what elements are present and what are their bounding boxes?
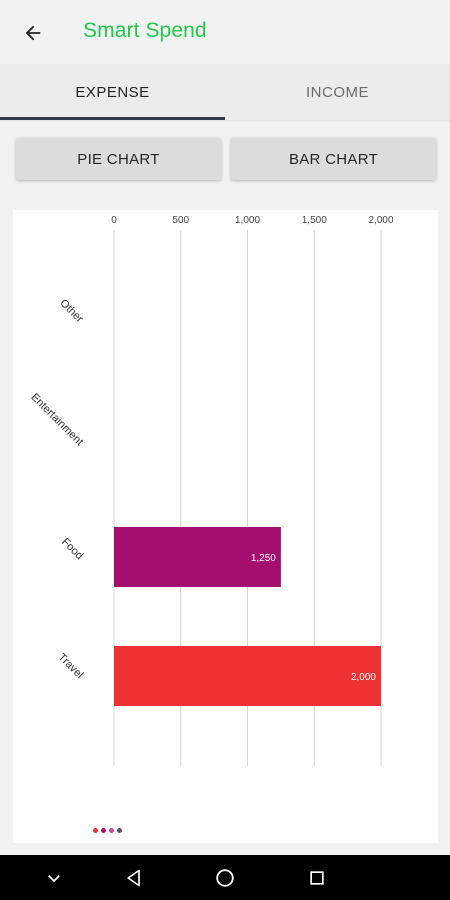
- tab-expense-label: EXPENSE: [75, 83, 150, 101]
- back-button[interactable]: [16, 16, 50, 50]
- page-dot: [93, 828, 98, 833]
- tab-income[interactable]: INCOME: [225, 64, 450, 120]
- bar-travel[interactable]: [114, 646, 381, 706]
- bar-value-label: 1,250: [251, 553, 276, 564]
- bar-value-label: 2,000: [351, 672, 376, 683]
- tab-bar: EXPENSE INCOME: [0, 64, 450, 120]
- arrow-left-icon: [25, 25, 41, 41]
- category-label: Travel: [56, 651, 86, 681]
- category-label: Entertainment: [28, 391, 85, 448]
- page-dot: [101, 828, 106, 833]
- category-label: Other: [57, 297, 85, 325]
- bar-food[interactable]: [114, 527, 281, 587]
- pie-chart-button[interactable]: PIE CHART: [16, 138, 221, 180]
- page-indicator: [93, 828, 122, 833]
- chart-card: 0 500 1,000 1,500 2,000 Other Entertainment Foo…: [13, 210, 438, 843]
- page-dot: [109, 828, 114, 833]
- circle-home-icon: [216, 869, 234, 887]
- system-nav-bar: [0, 855, 450, 900]
- tab-expense[interactable]: EXPENSE: [0, 64, 225, 120]
- nav-recents-button[interactable]: [302, 863, 332, 893]
- app-title: Smart Spend: [83, 19, 207, 42]
- page-dot: [117, 828, 122, 833]
- triangle-back-icon: [127, 869, 140, 887]
- nav-home-button[interactable]: [210, 863, 240, 893]
- tab-indicator: [0, 117, 225, 120]
- app-bar: Smart Spend: [0, 0, 450, 64]
- tab-income-label: INCOME: [306, 83, 369, 101]
- chevron-down-icon: [48, 875, 60, 883]
- bar-chart: 0 500 1,000 1,500 2,000 Other Entertainment Foo…: [28, 215, 394, 766]
- x-tick-label: 0: [111, 215, 117, 226]
- tabs-shadow: [0, 120, 450, 122]
- x-tick-label: 500: [172, 215, 189, 226]
- square-recents-icon: [310, 871, 324, 885]
- nav-hide-keyboard-button[interactable]: [39, 863, 69, 893]
- x-tick-label: 2,000: [368, 215, 393, 226]
- x-tick-label: 1,000: [235, 215, 260, 226]
- x-tick-label: 1,500: [302, 215, 327, 226]
- category-label: Food: [59, 536, 85, 562]
- nav-back-button[interactable]: [119, 863, 149, 893]
- bar-chart-button[interactable]: BAR CHART: [231, 138, 436, 180]
